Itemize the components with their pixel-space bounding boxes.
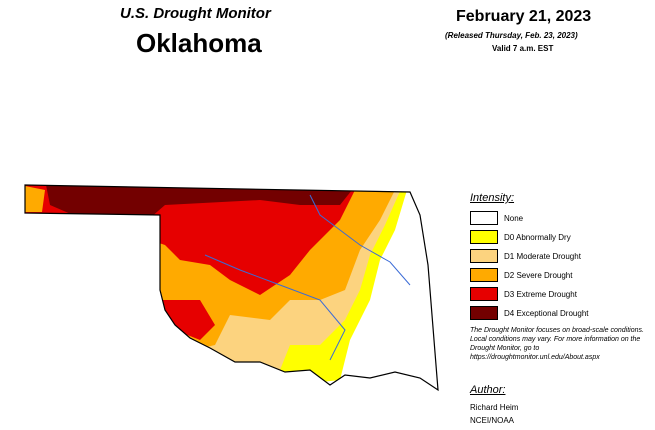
river [309, 194, 411, 286]
legend-item: D1 Moderate Drought [470, 249, 581, 263]
note: The Drought Monitor focuses on broad-sca… [470, 327, 644, 361]
legend-label: D1 Moderate Drought [504, 251, 581, 261]
legend-item: D3 Extreme Drought [470, 287, 577, 301]
drought-areas [25, 185, 438, 390]
legend-label: D4 Exceptional Drought [504, 308, 589, 318]
legend-label: D3 Extreme Drought [504, 289, 577, 299]
legend-label: D2 Severe Drought [504, 270, 573, 280]
legend-swatch [470, 268, 498, 282]
author-name: Richard Heim [470, 403, 519, 412]
state-outline [24, 184, 439, 392]
author-org: NCEI/NOAA [470, 416, 515, 425]
legend-swatch [470, 249, 498, 263]
legend-swatch [470, 306, 498, 320]
valid-time: Valid 7 a.m. EST [492, 44, 554, 53]
date: February 21, 2023 [456, 8, 592, 25]
state-name: Oklahoma [136, 28, 262, 58]
legend-title: Intensity: [470, 192, 515, 204]
legend-label: D0 Abnormally Dry [504, 232, 571, 242]
map-title: U.S. Drought Monitor [120, 5, 271, 22]
legend-label: None [504, 213, 524, 223]
legend-item: D2 Severe Drought [470, 268, 572, 282]
author-label: Author: [470, 384, 506, 396]
river [204, 254, 346, 361]
legend-item: D4 Exceptional Drought [470, 306, 589, 320]
legend-item: D0 Abnormally Dry [470, 230, 571, 244]
release-date: (Released Thursday, Feb. 23, 2023) [445, 31, 578, 40]
legend-swatch [470, 287, 498, 301]
legend-swatch [470, 230, 498, 244]
legend-swatch [470, 211, 498, 225]
legend-item: None [470, 211, 523, 225]
